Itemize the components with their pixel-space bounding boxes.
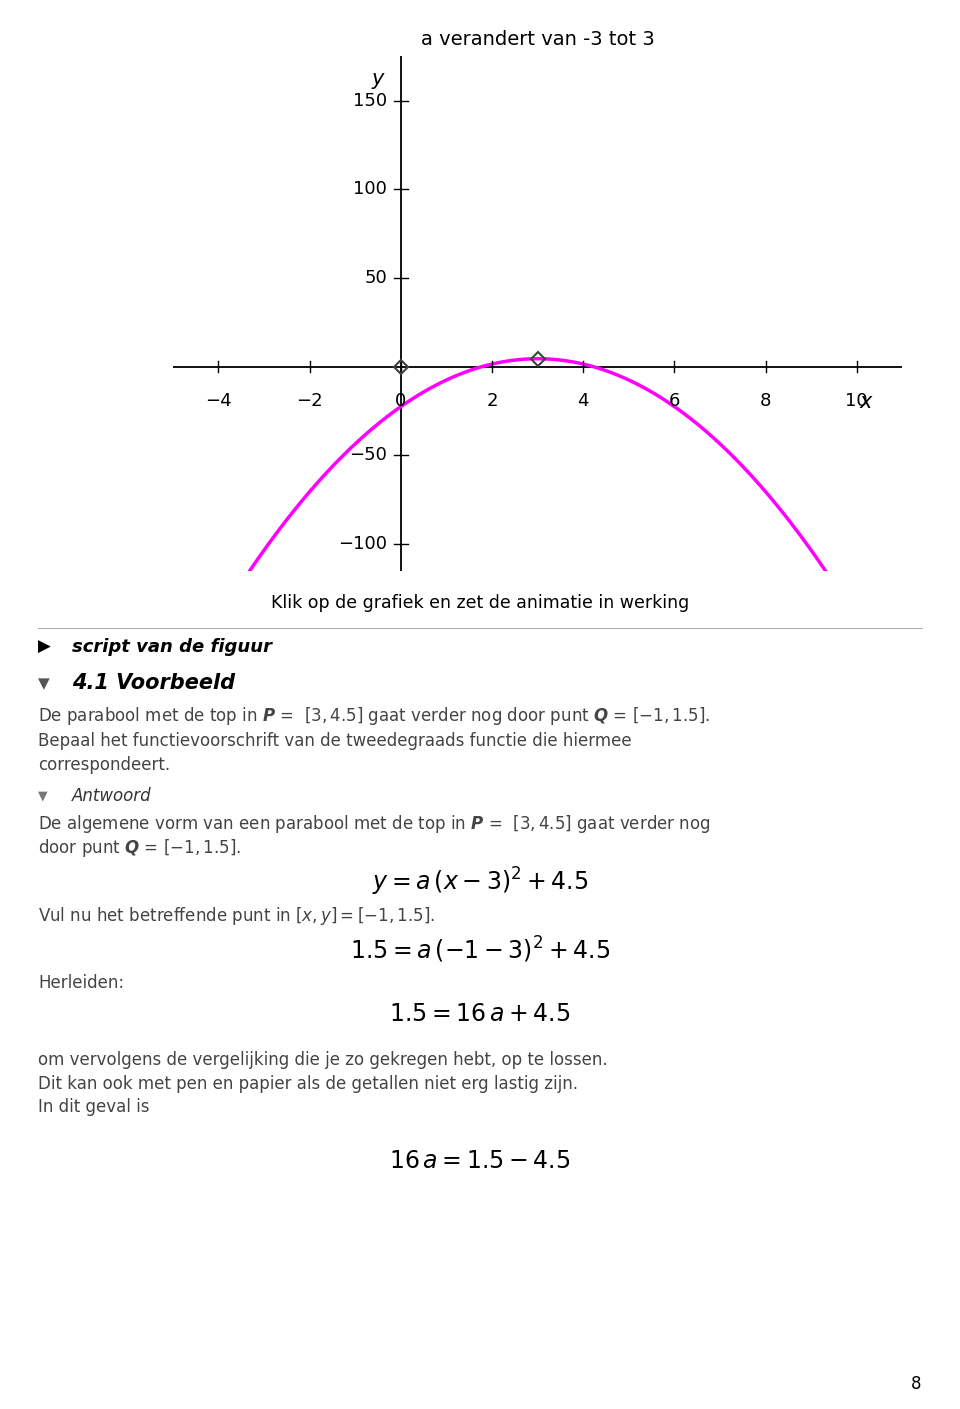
Text: 150: 150 (353, 92, 387, 110)
Text: Herleiden:: Herleiden: (38, 975, 125, 992)
Title: a verandert van -3 tot 3: a verandert van -3 tot 3 (420, 30, 655, 49)
Text: ▶: ▶ (38, 638, 51, 655)
Text: $1.5 = a\,(-1-3)^2 + 4.5$: $1.5 = a\,(-1-3)^2 + 4.5$ (349, 934, 611, 965)
Text: Dit kan ook met pen en papier als de getallen niet erg lastig zijn.: Dit kan ook met pen en papier als de get… (38, 1075, 578, 1092)
Text: $y = a\,(x-3)^2 + 4.5$: $y = a\,(x-3)^2 + 4.5$ (372, 867, 588, 898)
Text: In dit geval is: In dit geval is (38, 1099, 150, 1116)
Text: −2: −2 (297, 392, 323, 410)
Text: −50: −50 (349, 447, 387, 465)
Text: 6: 6 (669, 392, 680, 410)
Text: −100: −100 (338, 535, 387, 554)
Text: om vervolgens de vergelijking die je zo gekregen hebt, op te lossen.: om vervolgens de vergelijking die je zo … (38, 1051, 608, 1068)
Text: −4: −4 (205, 392, 231, 410)
Text: 2: 2 (487, 392, 497, 410)
Text: script van de figuur: script van de figuur (72, 638, 272, 655)
Text: 100: 100 (353, 180, 387, 199)
Text: ▼: ▼ (38, 676, 50, 690)
Text: 10: 10 (846, 392, 868, 410)
Text: 4.1 Voorbeeld: 4.1 Voorbeeld (72, 674, 235, 693)
Text: 8: 8 (760, 392, 771, 410)
Text: correspondeert.: correspondeert. (38, 757, 171, 774)
Text: Antwoord: Antwoord (72, 788, 152, 805)
Text: $1.5 = 16\,a + 4.5$: $1.5 = 16\,a + 4.5$ (389, 1002, 571, 1027)
Text: $16\,a = 1.5 - 4.5$: $16\,a = 1.5 - 4.5$ (389, 1148, 571, 1174)
Text: 4: 4 (578, 392, 588, 410)
Text: De parabool met de top in $\bfit{P}$ =  $[3, 4.5]$ gaat verder nog door punt $\b: De parabool met de top in $\bfit{P}$ = $… (38, 704, 710, 727)
Text: x: x (860, 392, 872, 413)
Text: 0: 0 (396, 392, 406, 410)
Text: ▼: ▼ (38, 789, 48, 803)
Text: Bepaal het functievoorschrift van de tweedegraads functie die hiermee: Bepaal het functievoorschrift van de twe… (38, 733, 632, 750)
Text: 8: 8 (911, 1375, 922, 1392)
Text: 50: 50 (365, 269, 387, 287)
Text: Vul nu het betreffende punt in $[x, y] = [-1, 1.5]$.: Vul nu het betreffende punt in $[x, y] =… (38, 905, 436, 927)
Text: y: y (372, 69, 384, 89)
Text: De algemene vorm van een parabool met de top in $\bfit{P}$ =  $[3, 4.5]$ gaat ve: De algemene vorm van een parabool met de… (38, 813, 711, 836)
Text: Klik op de grafiek en zet de animatie in werking: Klik op de grafiek en zet de animatie in… (271, 595, 689, 612)
Text: door punt $\bfit{Q}$ = $[-1, 1.5]$.: door punt $\bfit{Q}$ = $[-1, 1.5]$. (38, 837, 241, 859)
